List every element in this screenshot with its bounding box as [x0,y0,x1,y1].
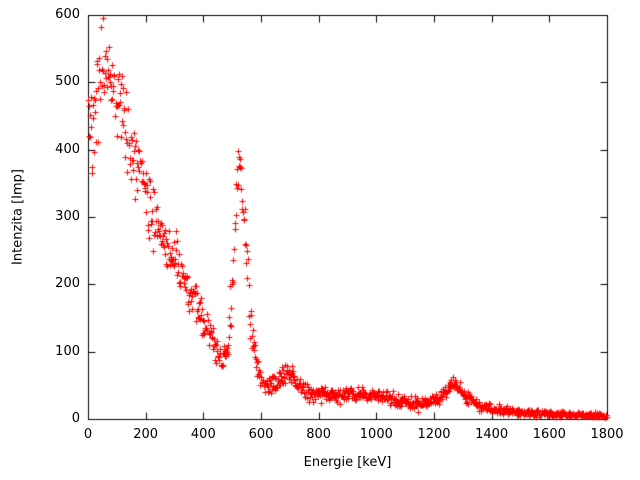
x-tick-label: 800 [306,427,332,442]
y-axis-title: Intenzita [Imp] [10,169,26,265]
x-tick-label: 1800 [590,427,624,442]
x-tick-label: 600 [248,427,274,442]
y-tick-label: 500 [55,74,80,90]
y-tick-label: 200 [55,276,80,292]
y-tick-label: 100 [55,343,80,359]
y-tick-label: 300 [55,209,80,224]
x-tick-label: 1600 [532,427,566,442]
y-tick-label: 0 [71,411,80,426]
x-tick-label: 1200 [417,427,451,442]
x-tick-label: 200 [133,427,159,442]
x-tick-label: 0 [83,427,93,442]
y-tick-label: 600 [55,7,80,22]
x-tick-label: 1000 [359,427,393,442]
x-axis-title: Energie [keV] [303,455,392,470]
y-tick-label: 400 [55,141,80,157]
x-tick-label: 400 [190,427,216,442]
x-tick-label: 1400 [475,427,509,442]
